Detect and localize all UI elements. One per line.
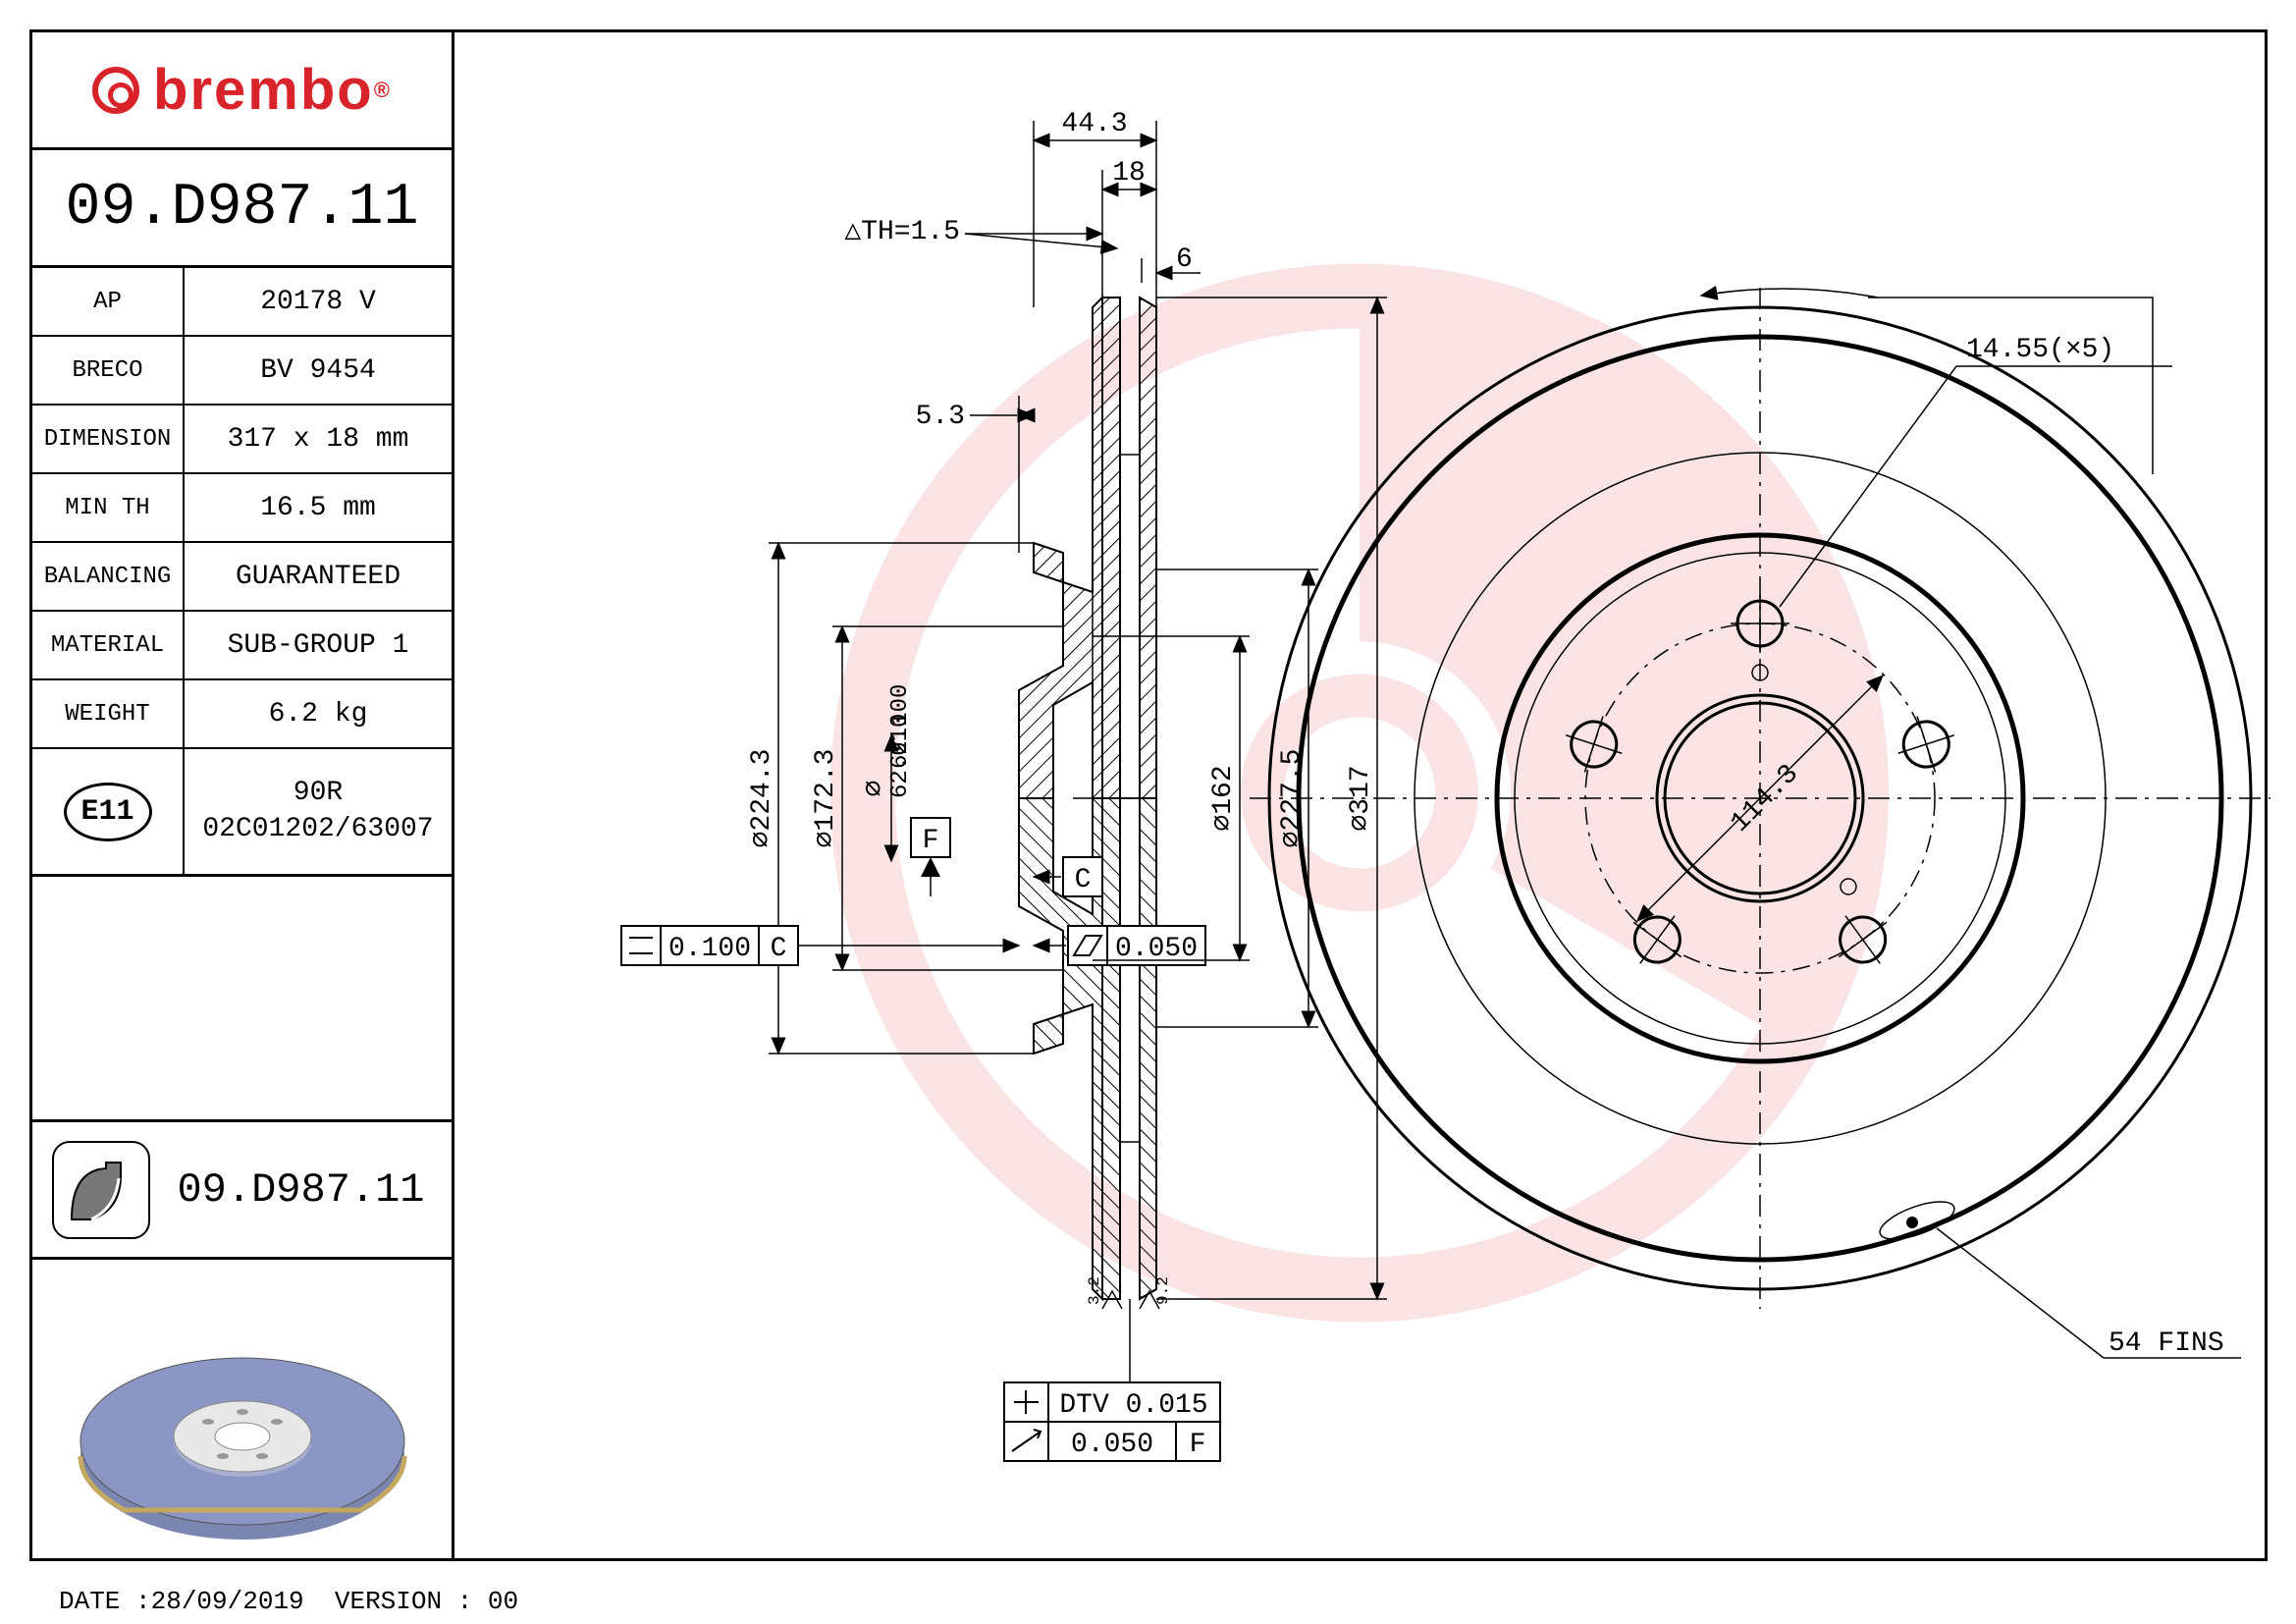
svg-text:F: F [1190, 1430, 1206, 1460]
spec-label: AP [32, 268, 185, 335]
dim-chamfer: 6 [1176, 244, 1193, 275]
part-number-secondary-row: 09.D987.11 [32, 1122, 452, 1260]
part-number-secondary: 09.D987.11 [150, 1166, 452, 1214]
dim-hat-offset: 5.3 [916, 402, 965, 432]
spec-row: MIN TH16.5 mm [32, 474, 452, 543]
spec-label: MATERIAL [32, 612, 185, 678]
product-render [32, 1260, 452, 1623]
svg-text:⌀: ⌀ [860, 781, 890, 797]
spec-value: 16.5 mm [185, 474, 452, 541]
tol-runout: 0.050 [1071, 1430, 1153, 1460]
svg-text:3.2: 3.2 [1086, 1276, 1103, 1305]
datum-f: F [923, 826, 939, 856]
spec-label: DIMENSION [32, 406, 185, 472]
spec-row: DIMENSION317 x 18 mm [32, 406, 452, 474]
blank-spacer [32, 877, 452, 1122]
spec-label: WEIGHT [32, 680, 185, 747]
svg-text:C: C [771, 934, 787, 964]
disc-profile-icon [52, 1141, 150, 1239]
dim-overall-width: 44.3 [1061, 109, 1127, 139]
dim-d-swept: ⌀162 [1208, 765, 1239, 831]
dim-d-inner-hat: ⌀172.3 [811, 749, 841, 848]
tol-parallelism: 0.100 [668, 934, 751, 964]
technical-drawing: 44.3 18 △TH=1.5 6 5.3 [454, 32, 2265, 1558]
spec-row: WEIGHT6.2 kg [32, 680, 452, 749]
spec-sidebar: brembo® 09.D987.11 AP20178 VBRECOBV 9454… [32, 32, 454, 1558]
spec-row: AP20178 V [32, 268, 452, 337]
cert-code-2: 02C01202/63007 [202, 814, 433, 844]
spec-label: BALANCING [32, 543, 185, 610]
fins-label: 54 FINS [2109, 1328, 2224, 1359]
tol-dtv: DTV 0.015 [1059, 1390, 1207, 1421]
footer-version: 00 [488, 1587, 518, 1616]
certification-row: E11 90R 02C01202/63007 [32, 749, 452, 877]
spec-row: MATERIALSUB-GROUP 1 [32, 612, 452, 680]
brembo-gear-icon [92, 67, 139, 114]
dim-thickness: 18 [1112, 158, 1146, 189]
drawing-svg: 44.3 18 △TH=1.5 6 5.3 [454, 32, 2270, 1564]
spec-label: MIN TH [32, 474, 185, 541]
spec-value: GUARANTEED [185, 543, 452, 610]
spec-row: BRECOBV 9454 [32, 337, 452, 406]
spec-value: 6.2 kg [185, 680, 452, 747]
e-mark-icon: E11 [64, 783, 152, 841]
dim-bore-l: 62.010 [887, 714, 914, 798]
dim-d-outer-hat: ⌀224.3 [747, 749, 777, 848]
cert-code-1: 90R [294, 778, 343, 808]
spec-value: 20178 V [185, 268, 452, 335]
spec-value: SUB-GROUP 1 [185, 612, 452, 678]
dim-th-tol: △TH=1.5 [844, 217, 960, 247]
footer-meta: DATE :28/09/2019 VERSION : 00 [59, 1587, 518, 1616]
spec-label: BRECO [32, 337, 185, 404]
datum-c: C [1075, 865, 1092, 895]
spec-value: BV 9454 [185, 337, 452, 404]
svg-text:9.2: 9.2 [1154, 1276, 1172, 1305]
dim-bolt-hole: 14.55(×5) [1966, 335, 2114, 365]
brand-text: brembo [153, 57, 374, 123]
brand-logo: brembo® [32, 32, 452, 150]
part-number-main: 09.D987.11 [32, 150, 452, 268]
spec-row: BALANCINGGUARANTEED [32, 543, 452, 612]
footer-date: 28/09/2019 [151, 1587, 304, 1616]
spec-value: 317 x 18 mm [185, 406, 452, 472]
